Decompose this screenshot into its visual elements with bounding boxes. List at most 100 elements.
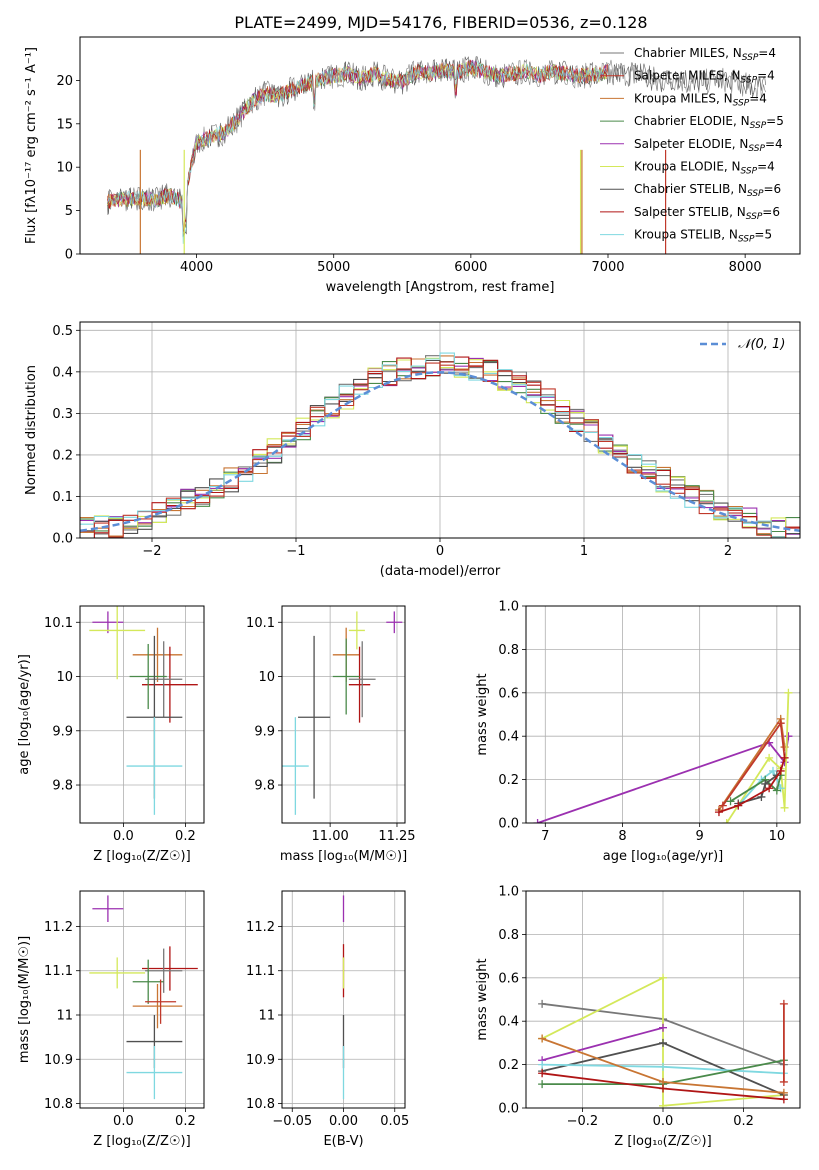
x-tick-label: 0.0 <box>113 829 134 844</box>
y-tick-label: 0.0 <box>498 1102 519 1117</box>
y-tick-label: 10.8 <box>44 1097 73 1112</box>
x-tick-label: 0 <box>436 544 444 559</box>
y-tick-label: 0.3 <box>52 407 73 422</box>
weight-marker <box>780 753 789 762</box>
y-tick-label: 10.8 <box>246 1097 275 1112</box>
chart-mass-vs-ebv: −0.05 0.00 0.05 10.8 10.9 11 11.1 11.2 E(B-V) <box>246 890 409 1149</box>
weight-marker <box>784 688 793 697</box>
plot-area <box>538 973 788 1108</box>
weight-marker <box>659 1062 667 1071</box>
y-tick-label: 11 <box>258 1009 275 1024</box>
y-tick-label: 0.0 <box>498 817 519 832</box>
weight-marker <box>659 1084 667 1093</box>
weight-marker <box>765 784 774 793</box>
x-axis-label: age [log₁₀(age/yr)] <box>603 849 724 864</box>
weight-marker <box>779 999 788 1008</box>
y-tick-label: 11.1 <box>246 964 275 979</box>
weight-marker <box>757 792 766 801</box>
x-tick-label: 7 <box>541 829 549 844</box>
weight-marker <box>772 786 781 795</box>
axes-frame <box>281 605 406 824</box>
y-axis-label: mass weight <box>475 958 490 1040</box>
axes-frame <box>79 321 801 539</box>
x-tick-label: 0.2 <box>733 1114 754 1129</box>
x-tick-label: 10 <box>769 829 786 844</box>
x-tick-label: 5000 <box>317 260 350 275</box>
x-tick-label: 1 <box>580 544 588 559</box>
x-tick-label: 0.05 <box>380 1114 409 1129</box>
x-tick-label: 8 <box>618 829 626 844</box>
plot-area <box>282 611 403 815</box>
axes-frame <box>79 605 205 824</box>
x-tick-label: 6000 <box>454 260 487 275</box>
y-tick-label: 15 <box>56 117 73 132</box>
chart-weight-vs-z: −0.2 0.0 0.2 0.0 0.2 0.4 0.6 0.8 1.0 Z [log₁₀(Z/Z… <box>475 885 801 1149</box>
weight-marker <box>659 1038 667 1047</box>
y-tick-label: 11.2 <box>246 920 275 935</box>
axes-frame <box>79 890 205 1109</box>
axes-frame <box>525 605 801 824</box>
chart-residuals: −2 −1 0 1 2 0.0 0.1 0.2 0.3 0.4 0.5 (data-model)/er… <box>24 321 801 579</box>
y-tick-label: 0.2 <box>498 773 519 788</box>
y-tick-label: 9.9 <box>254 724 275 739</box>
weight-marker <box>779 1095 788 1104</box>
chart-weight-vs-age: 7 8 9 10 0.0 0.2 0.4 0.6 0.8 1.0 age [log₁₀(age/yr… <box>475 600 801 864</box>
weight-marker <box>765 753 774 762</box>
y-axis-label: mass weight <box>475 673 490 755</box>
y-tick-label: 0 <box>65 248 73 263</box>
weight-marker <box>776 719 785 728</box>
weight-line-8 <box>737 769 782 807</box>
legend-label: Salpeter STELIB, NSSP=6 <box>634 205 780 222</box>
weight-marker <box>538 1069 547 1078</box>
chart-age-vs-z: 0.0 0.2 9.8 9.9 10 10.1 Z [log₁₀(Z/Z☉)] age [lo… <box>17 605 205 864</box>
y-tick-label: 9.9 <box>52 724 73 739</box>
y-tick-label: 10 <box>258 670 275 685</box>
x-tick-label: 9 <box>696 829 704 844</box>
y-tick-label: 5 <box>65 204 73 219</box>
plot-area <box>80 352 800 538</box>
weight-marker <box>659 973 667 982</box>
y-tick-label: 0.4 <box>52 365 73 380</box>
x-tick-label: 0.0 <box>113 1114 134 1129</box>
x-tick-label: 11.25 <box>378 829 415 844</box>
x-axis-label: (data-model)/error <box>380 564 501 579</box>
x-axis-label: Z [log₁₀(Z/Z☉)] <box>93 1134 190 1149</box>
spectrum-line-7 <box>107 59 608 232</box>
histogram-8 <box>80 352 800 538</box>
legend-label: Salpeter MILES, NSSP=4 <box>634 69 775 86</box>
y-tick-label: 0.1 <box>52 490 73 505</box>
y-tick-label: 0.8 <box>498 928 519 943</box>
legend-label: 𝒩(0, 1) <box>738 337 785 352</box>
x-axis-label: mass [log₁₀(M/M☉)] <box>280 849 407 864</box>
chart-mass-vs-z: 0.0 0.2 10.8 10.9 11 11.1 11.2 Z [log₁₀(Z/Z☉)] m… <box>17 890 205 1149</box>
y-tick-label: 10 <box>56 670 73 685</box>
y-tick-label: 10.1 <box>246 616 275 631</box>
y-tick-label: 0.4 <box>498 1015 519 1030</box>
y-tick-label: 11.1 <box>44 964 73 979</box>
legend-label: Chabrier ELODIE, NSSP=5 <box>634 114 784 131</box>
x-axis-label: E(B-V) <box>323 1134 363 1149</box>
weight-marker <box>768 766 777 775</box>
axes-frame <box>79 36 801 255</box>
x-tick-label: 8000 <box>729 260 762 275</box>
x-tick-label: 2 <box>724 544 732 559</box>
y-tick-label: 0.5 <box>52 324 73 339</box>
weight-marker <box>761 779 770 788</box>
x-axis-label: wavelength [Angstrom, rest frame] <box>326 280 555 295</box>
weight-marker <box>659 1023 667 1032</box>
weight-marker <box>779 1077 788 1086</box>
legend-label: Salpeter ELODIE, NSSP=4 <box>634 137 783 154</box>
histogram-1 <box>80 362 800 538</box>
weight-marker <box>538 1034 547 1043</box>
weight-line-6 <box>738 774 778 805</box>
y-tick-label: 0.8 <box>498 643 519 658</box>
y-tick-label: 0.2 <box>52 448 73 463</box>
x-axis-label: Z [log₁₀(Z/Z☉)] <box>93 849 190 864</box>
legend-label: Kroupa MILES, NSSP=4 <box>634 91 767 108</box>
legend-label: Chabrier STELIB, NSSP=6 <box>634 182 781 199</box>
weight-marker <box>538 1060 547 1069</box>
axes-frame <box>281 890 406 1109</box>
x-axis-label: Z [log₁₀(Z/Z☉)] <box>614 1134 711 1149</box>
y-tick-label: 0.0 <box>52 532 73 547</box>
chart-age-vs-mass: 11.00 11.25 9.8 9.9 10 10.1 mass [log₁₀(M/M☉)] <box>246 605 416 864</box>
